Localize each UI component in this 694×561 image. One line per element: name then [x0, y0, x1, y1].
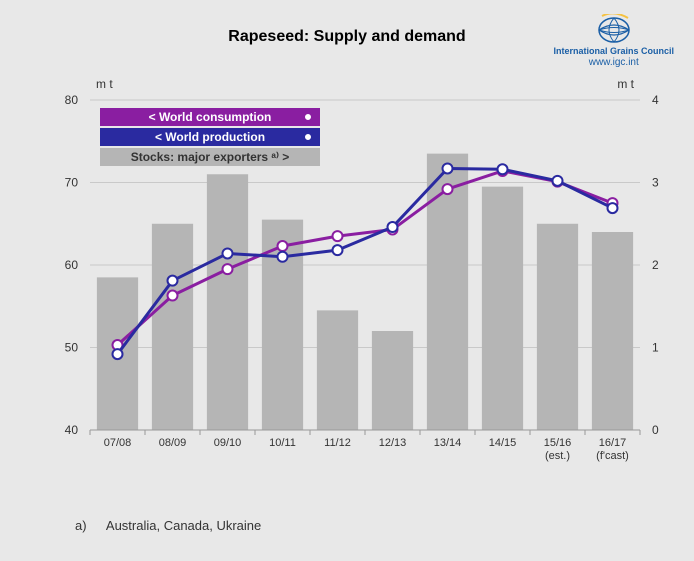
svg-text:Stocks: major exporters ᵃ⁾ >: Stocks: major exporters ᵃ⁾ > — [131, 150, 290, 164]
svg-text:15/16: 15/16 — [544, 437, 572, 449]
svg-text:60: 60 — [65, 258, 79, 272]
svg-text:80: 80 — [65, 93, 79, 107]
svg-text:11/12: 11/12 — [324, 437, 351, 449]
svg-text:0: 0 — [652, 423, 659, 437]
footnote-text: Australia, Canada, Ukraine — [106, 518, 261, 533]
svg-text:1: 1 — [652, 341, 659, 355]
svg-text:2: 2 — [652, 258, 659, 272]
svg-text:m t: m t — [96, 77, 113, 91]
svg-text:14/15: 14/15 — [489, 437, 517, 449]
svg-text:40: 40 — [65, 423, 79, 437]
chart-svg: 40 50 60 70 80 0 1 2 3 4 m t m t 07/08 08/09 09/10 10/1… — [0, 70, 694, 500]
svg-text:(est.): (est.) — [545, 450, 570, 462]
svg-text:3: 3 — [652, 176, 659, 190]
svg-text:50: 50 — [65, 341, 79, 355]
svg-text:4: 4 — [652, 93, 659, 107]
globe-icon — [592, 14, 636, 44]
igc-logo: International Grains Council www.igc.int — [553, 14, 674, 68]
logo-url: www.igc.int — [553, 57, 674, 68]
svg-text:< World consumption: < World consumption — [149, 110, 272, 124]
svg-text:08/09: 08/09 — [159, 437, 187, 449]
svg-text:07/08: 07/08 — [104, 437, 132, 449]
svg-text:10/11: 10/11 — [269, 437, 296, 449]
footnote-key: a) — [75, 518, 103, 533]
chart-area: 40 50 60 70 80 0 1 2 3 4 m t m t 07/08 08/09 09/10 10/1… — [0, 70, 694, 500]
svg-text:(f'cast): (f'cast) — [596, 450, 629, 462]
footnote: a) Australia, Canada, Ukraine — [75, 518, 261, 533]
svg-text:13/14: 13/14 — [434, 437, 462, 449]
svg-text:16/17: 16/17 — [599, 437, 627, 449]
svg-text:12/13: 12/13 — [379, 437, 407, 449]
svg-text:09/10: 09/10 — [214, 437, 242, 449]
svg-text:< World production: < World production — [155, 130, 265, 144]
svg-text:70: 70 — [65, 176, 79, 190]
logo-org: International Grains Council — [553, 46, 674, 56]
svg-text:m t: m t — [617, 77, 634, 91]
